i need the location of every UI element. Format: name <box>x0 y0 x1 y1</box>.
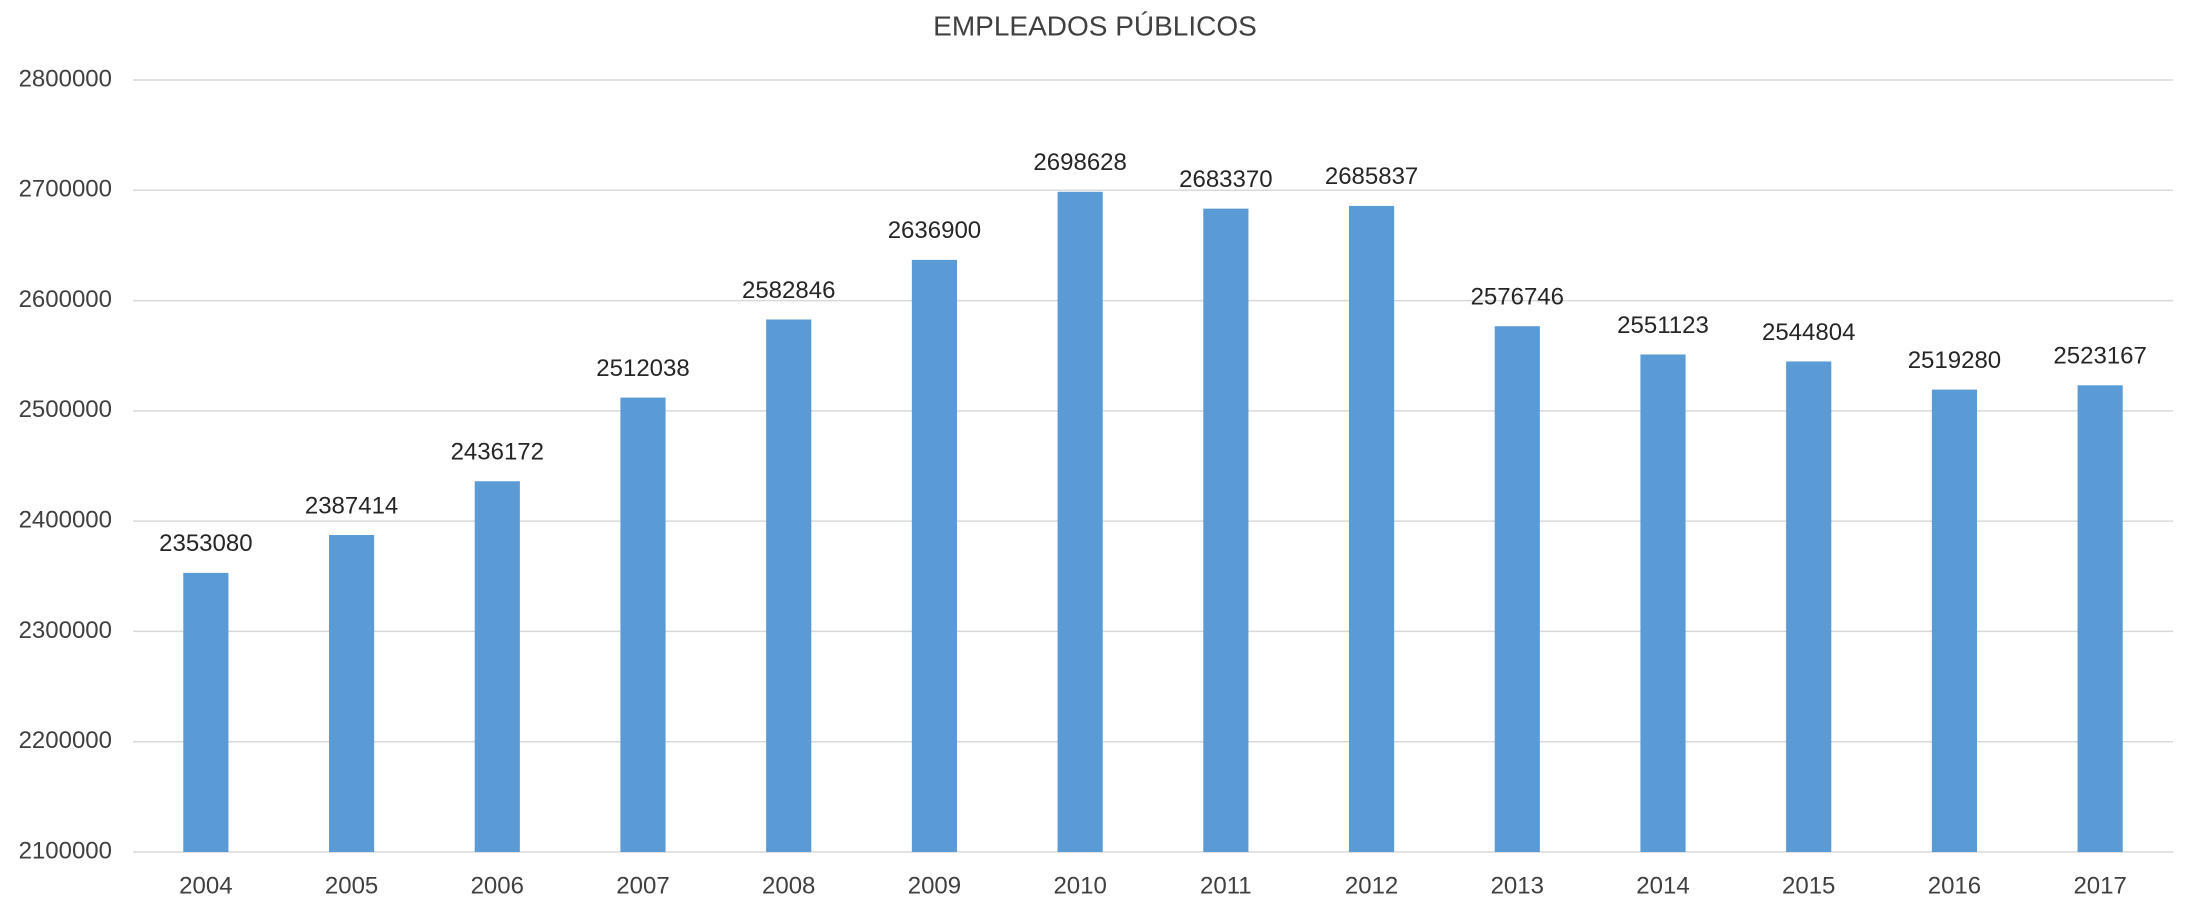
bar <box>183 572 229 852</box>
x-tick-label: 2011 <box>1200 872 1252 899</box>
x-tick-label: 2013 <box>1491 872 1544 899</box>
bar <box>1494 326 1540 852</box>
x-tick-label: 2005 <box>325 872 378 899</box>
y-tick-label: 2500000 <box>19 396 112 423</box>
bar <box>328 535 375 852</box>
value-label: 2519280 <box>1908 347 2001 374</box>
value-label: 2512038 <box>596 355 689 382</box>
bar <box>1057 191 1103 852</box>
bar <box>1203 208 1249 853</box>
value-label: 2544804 <box>1762 319 1855 346</box>
x-tick-label: 2014 <box>1636 872 1689 899</box>
bar <box>1348 205 1395 852</box>
bar <box>2077 385 2123 852</box>
bar <box>766 319 812 852</box>
value-label: 2387414 <box>305 492 398 519</box>
x-tick-label: 2006 <box>471 872 524 899</box>
x-tick-label: 2008 <box>762 872 815 899</box>
x-tick-label: 2017 <box>2073 872 2126 899</box>
value-label: 2683370 <box>1179 166 1272 193</box>
bar <box>1931 389 1978 852</box>
x-tick-label: 2007 <box>616 872 669 899</box>
x-tick-label: 2004 <box>179 872 232 899</box>
y-tick-label: 2600000 <box>19 286 112 313</box>
value-label: 2436172 <box>451 439 544 466</box>
value-label: 2685837 <box>1325 163 1418 190</box>
value-label: 2353080 <box>159 530 252 557</box>
bar <box>911 259 958 853</box>
bar <box>474 481 520 852</box>
y-tick-label: 2200000 <box>19 727 112 754</box>
value-label: 2576746 <box>1471 284 1564 311</box>
value-label: 2523167 <box>2053 343 2146 370</box>
y-tick-label: 2400000 <box>19 506 112 533</box>
chart-title: EMPLEADOS PÚBLICOS <box>933 10 1257 41</box>
value-label: 2551123 <box>1617 312 1709 339</box>
value-label: 2582846 <box>742 277 835 304</box>
bar <box>1786 361 1832 852</box>
y-tick-label: 2800000 <box>19 65 112 92</box>
x-tick-label: 2016 <box>1928 872 1981 899</box>
value-label: 2636900 <box>888 217 981 244</box>
x-tick-label: 2012 <box>1345 872 1398 899</box>
y-tick-label: 2700000 <box>19 176 112 203</box>
x-tick-label: 2010 <box>1053 872 1106 899</box>
y-tick-label: 2300000 <box>19 617 112 644</box>
x-tick-label: 2015 <box>1782 872 1835 899</box>
x-tick-label: 2009 <box>908 872 961 899</box>
value-label: 2698628 <box>1033 149 1126 176</box>
bar <box>1640 354 1686 852</box>
y-tick-label: 2100000 <box>19 837 112 864</box>
bar <box>620 397 666 852</box>
